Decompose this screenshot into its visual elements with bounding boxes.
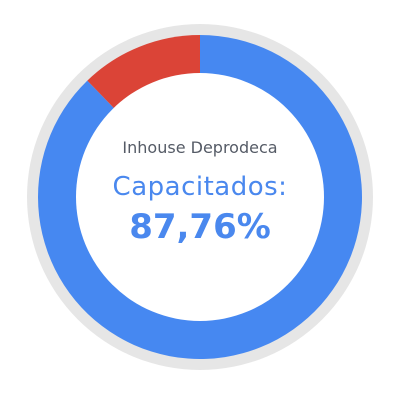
chart-title: Inhouse Deprodeca xyxy=(122,138,278,157)
donut-hole xyxy=(76,73,324,321)
center-value: 87,76% xyxy=(129,207,271,247)
center-label: Capacitados: xyxy=(112,172,288,202)
